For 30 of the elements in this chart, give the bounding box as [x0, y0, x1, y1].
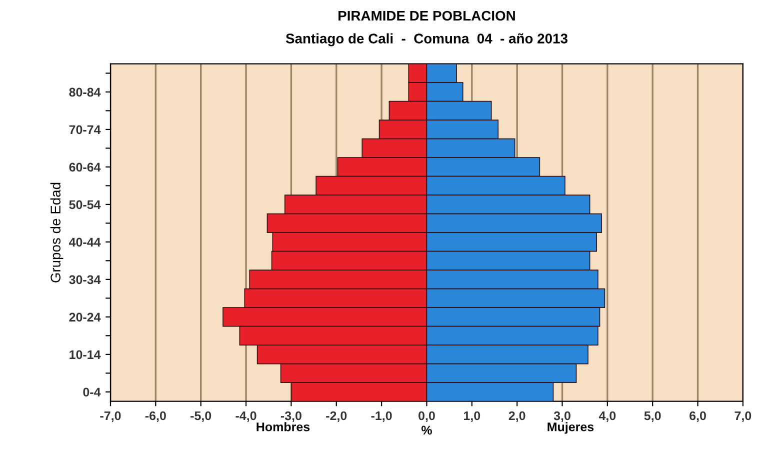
y-tick-label: 80-84	[69, 88, 101, 97]
x-tick-label: -2,0	[326, 411, 347, 422]
series-label: Mujeres	[548, 422, 594, 434]
x-tick-label: 1,0	[464, 411, 480, 422]
x-tick-label: 6,0	[690, 411, 706, 422]
y-tick-label: 70-74	[69, 125, 101, 134]
y-tick-label: 0-4	[83, 388, 101, 397]
x-tick-label: -3,0	[280, 411, 302, 422]
y-tick-label: 30-34	[69, 275, 101, 284]
x-tick-label: 4,0	[598, 411, 616, 422]
y-tick-label: 40-44	[68, 238, 101, 247]
x-tick-label: -4,0	[236, 411, 256, 422]
chart-subtitle: Santiago de Cali - Comuna 04 - año 2013	[286, 33, 568, 46]
y-tick-label: 50-54	[69, 200, 101, 210]
x-tick-label: -5,0	[190, 411, 212, 422]
x-axis-title: %	[421, 426, 432, 435]
y-tick-label: 60-64	[69, 162, 101, 172]
y-tick-label: 10-14	[70, 350, 101, 360]
y-axis-title: Grupos de Edad	[50, 182, 64, 282]
x-tick-label: -6,0	[145, 411, 166, 422]
x-tick-label: -1,0	[371, 411, 392, 422]
x-tick-label: 0,0	[418, 411, 435, 422]
x-tick-label: 7,0	[734, 411, 752, 422]
x-tick-label: -7,0	[100, 411, 121, 422]
x-tick-label: 2,0	[508, 411, 526, 422]
x-tick-label: 3,0	[554, 411, 570, 422]
series-label: Hombres	[256, 422, 310, 432]
x-tick-label: 5,0	[644, 411, 661, 422]
y-tick-label: 20-24	[69, 312, 101, 322]
chart-title: PIRAMIDE DE POBLACION	[338, 10, 515, 21]
